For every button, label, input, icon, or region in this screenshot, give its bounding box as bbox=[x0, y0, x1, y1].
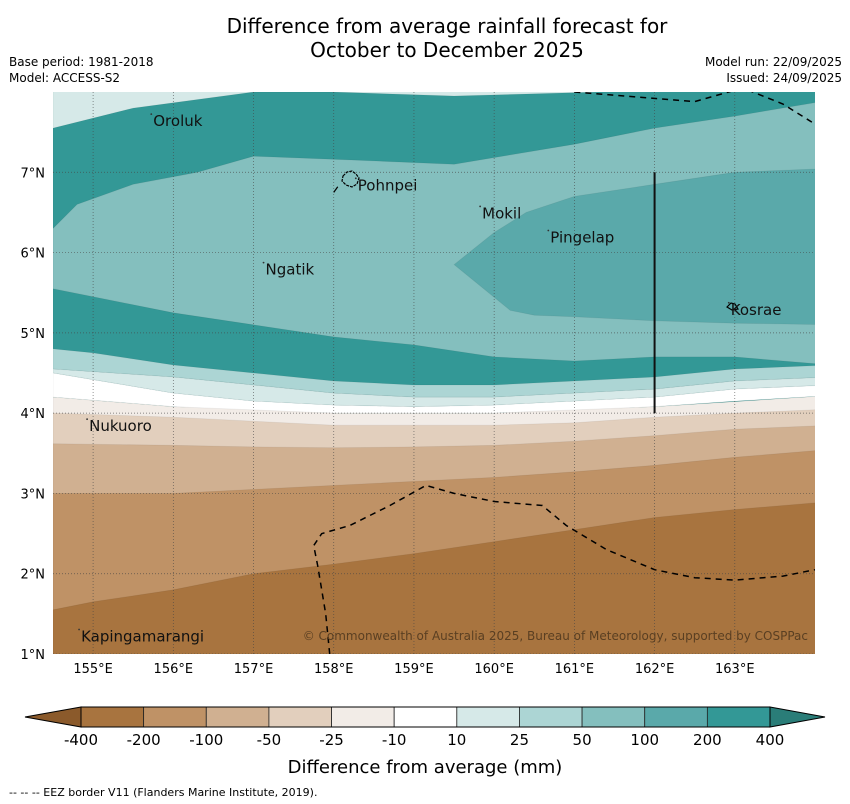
colorbar-swatch bbox=[706, 706, 771, 728]
colorbar-swatch bbox=[80, 706, 145, 728]
lon-tick-label: 163°E bbox=[715, 662, 755, 677]
model-info: Base period: 1981-2018 Model: ACCESS-S2 bbox=[9, 54, 154, 86]
place-label-pingelap: Pingelap bbox=[550, 229, 614, 247]
axis-ticks: 155°E 156°E 157°E 158°E 159°E 160°E 161°E 162°E… bbox=[21, 166, 755, 677]
place-marker bbox=[354, 177, 357, 180]
colorbar-swatch bbox=[331, 706, 395, 728]
colorbar-tick-label: -50 bbox=[257, 731, 282, 749]
colorbar-tick-label: -200 bbox=[127, 731, 161, 749]
place-label-pohnpei: Pohnpei bbox=[358, 176, 418, 194]
place-label-kosrae: Kosrae bbox=[731, 301, 782, 319]
colorbar-legend: -400 -200 -100 -50 -25 -10 10 25 50 100 200 400 bbox=[24, 706, 826, 749]
lat-tick-label: 1°N bbox=[21, 648, 46, 663]
eez-border-line bbox=[312, 484, 815, 654]
eez-border-fragment bbox=[333, 186, 339, 193]
lon-tick-label: 161°E bbox=[555, 662, 595, 677]
colorbar-swatch bbox=[205, 706, 270, 728]
eez-border-line bbox=[574, 92, 815, 125]
place-marker bbox=[262, 261, 265, 264]
eez-footnote: -- -- -- EEZ border V11 (Flanders Marine… bbox=[9, 786, 318, 799]
place-label-kapingamarangi: Kapingamarangi bbox=[81, 628, 204, 646]
colorbar-tick-label: 25 bbox=[510, 731, 529, 749]
place-marker bbox=[547, 229, 550, 232]
lon-tick-label: 155°E bbox=[73, 662, 113, 677]
colorbar-tick-label: 10 bbox=[447, 731, 466, 749]
pohnpei-island-icon bbox=[341, 170, 360, 188]
colorbar-tick-label: -400 bbox=[64, 731, 98, 749]
colorbar-tick-label: -10 bbox=[382, 731, 407, 749]
colorbar-title: Difference from average (mm) bbox=[288, 757, 563, 778]
chart-title: Difference from average rainfall forecas… bbox=[0, 14, 850, 62]
colorbar-swatch bbox=[644, 706, 708, 728]
colorbar-under-arrow bbox=[24, 706, 82, 728]
colorbar-swatch bbox=[581, 706, 646, 728]
title-line-2: October to December 2025 bbox=[310, 38, 584, 62]
contour-bands bbox=[53, 92, 815, 654]
colorbar-tick-label: -25 bbox=[319, 731, 344, 749]
colorbar-over-arrow bbox=[769, 706, 826, 728]
kosrae-island-icon bbox=[726, 302, 739, 311]
colorbar-tick-label: 50 bbox=[573, 731, 592, 749]
graticule bbox=[53, 92, 815, 654]
band-10-to-25-south bbox=[53, 368, 815, 408]
band-25-to-50-south bbox=[53, 348, 815, 398]
colorbar-swatch bbox=[268, 706, 332, 728]
copyright-notice: © Commonwealth of Australia 2025, Bureau… bbox=[303, 629, 808, 643]
colorbar-tick-label: 100 bbox=[630, 731, 659, 749]
colorbar-frame bbox=[80, 706, 771, 728]
colorbar-swatch bbox=[143, 706, 207, 728]
place-marker bbox=[78, 628, 80, 631]
island-outlines bbox=[341, 170, 739, 311]
issued-date: Issued: 24/09/2025 bbox=[726, 71, 842, 85]
colorbar-tick-label: -100 bbox=[189, 731, 223, 749]
model-run-date: Model run: 22/09/2025 bbox=[704, 55, 842, 69]
place-label-oroluk: Oroluk bbox=[153, 112, 202, 130]
band-100-to-200 bbox=[453, 168, 815, 325]
lon-tick-label: 156°E bbox=[154, 662, 194, 677]
colorbar-swatch bbox=[393, 706, 458, 728]
lon-tick-label: 158°E bbox=[314, 662, 354, 677]
place-label-ngatik: Ngatik bbox=[266, 261, 315, 279]
place-labels: Oroluk Pohnpei Mokil Pingelap Ngatik Kosrae Nu… bbox=[78, 112, 782, 646]
title-line-1: Difference from average rainfall forecas… bbox=[226, 14, 668, 38]
place-label-mokil: Mokil bbox=[482, 204, 521, 222]
colorbar-tick-label: 200 bbox=[693, 731, 722, 749]
model-name: Model: ACCESS-S2 bbox=[9, 71, 121, 85]
lat-tick-label: 6°N bbox=[21, 247, 46, 262]
colorbar-swatch bbox=[519, 706, 583, 728]
colorbar-tick-label: 400 bbox=[756, 731, 785, 749]
place-label-nukuoro: Nukuoro bbox=[89, 417, 152, 435]
eez-borders bbox=[312, 92, 815, 654]
colorbar-swatch bbox=[456, 706, 520, 728]
run-info: Model run: 22/09/2025 Issued: 24/09/2025 bbox=[705, 54, 842, 86]
place-marker bbox=[479, 205, 482, 208]
lon-tick-label: 160°E bbox=[474, 662, 514, 677]
band-minus-400-to-minus-200 bbox=[53, 502, 815, 654]
place-marker bbox=[86, 418, 88, 421]
lat-tick-label: 5°N bbox=[21, 327, 46, 342]
place-marker bbox=[150, 113, 153, 115]
lon-tick-label: 157°E bbox=[234, 662, 274, 677]
lat-tick-label: 3°N bbox=[21, 487, 46, 502]
lon-tick-label: 162°E bbox=[635, 662, 675, 677]
lon-tick-label: 159°E bbox=[394, 662, 434, 677]
band-10-to-25-north bbox=[53, 92, 605, 129]
lat-tick-label: 2°N bbox=[21, 568, 46, 583]
lat-tick-label: 4°N bbox=[21, 407, 46, 422]
place-marker bbox=[727, 301, 730, 304]
base-period: Base period: 1981-2018 bbox=[9, 55, 154, 69]
lat-tick-label: 7°N bbox=[21, 166, 46, 181]
